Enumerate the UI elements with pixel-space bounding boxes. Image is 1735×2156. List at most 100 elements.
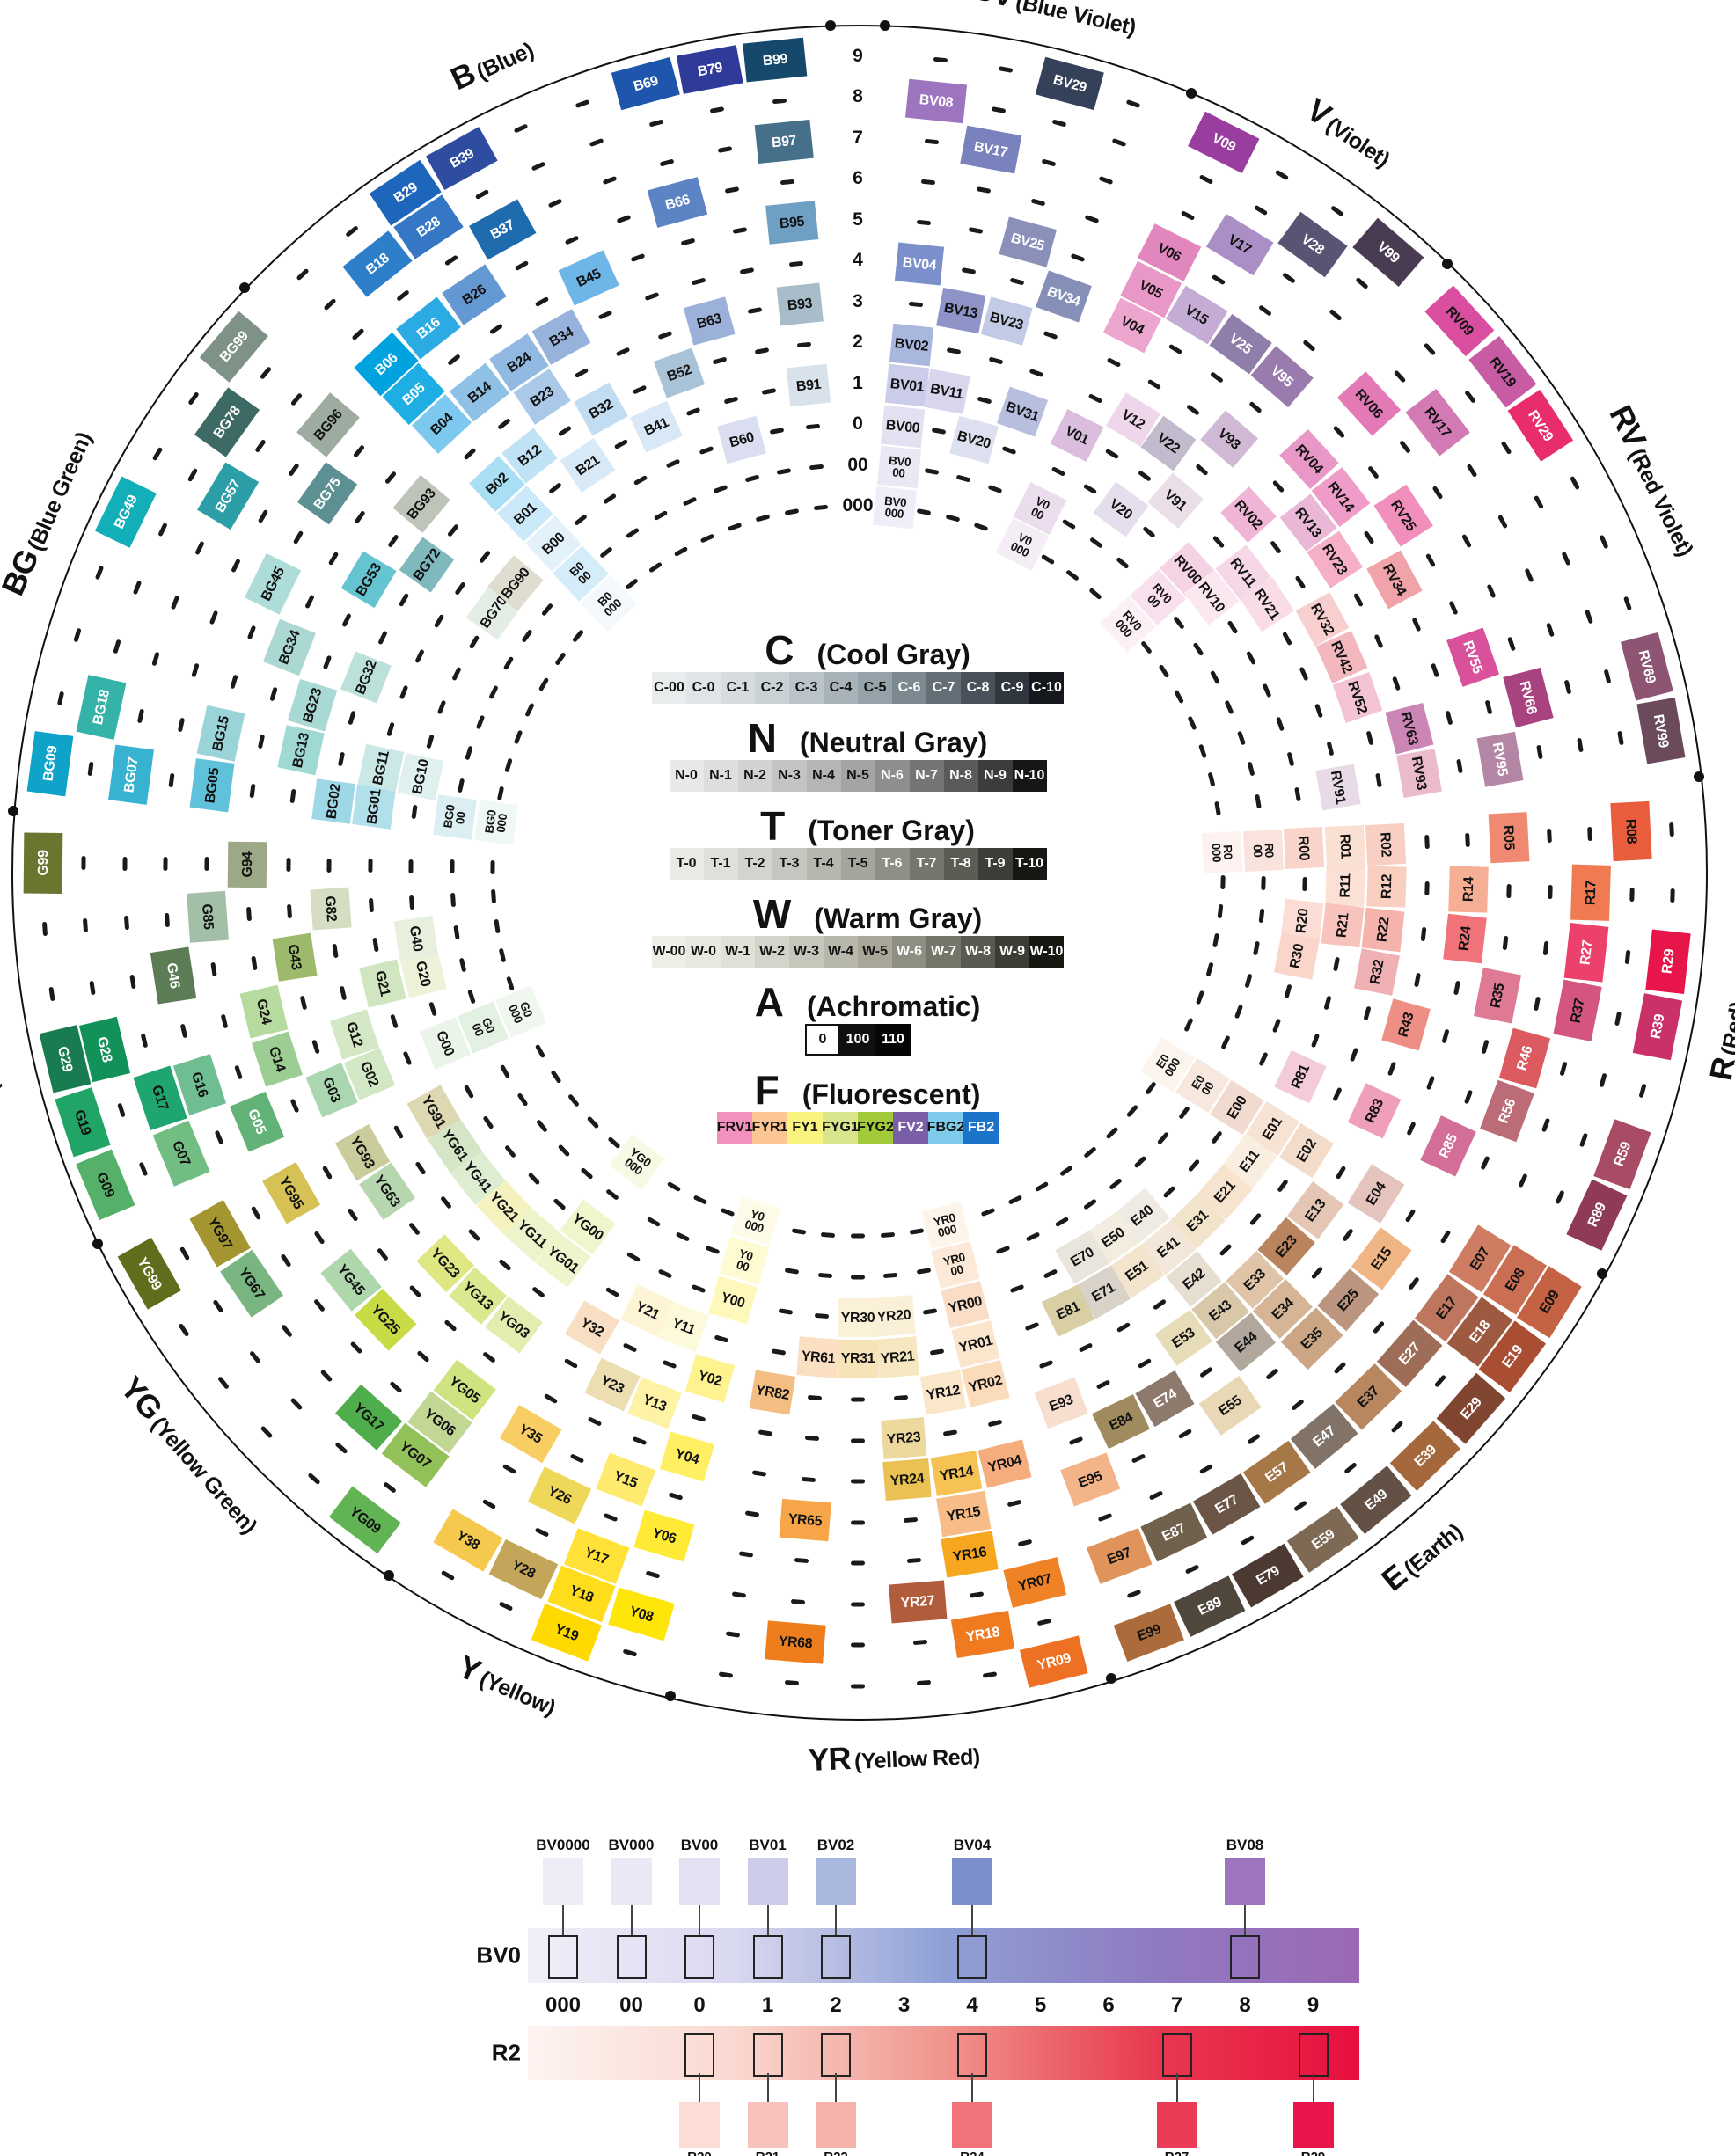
bar-marker xyxy=(821,1935,851,1979)
bar-marker xyxy=(684,2033,714,2077)
legend-swatch-w-6: W-6 xyxy=(892,936,926,968)
color-chip: YR30 xyxy=(838,1298,878,1337)
legend-swatch-t-4: T-4 xyxy=(806,848,841,880)
gradient-bar-bv0 xyxy=(528,1928,1359,1983)
scale-number: 0 xyxy=(693,1993,706,2017)
bar-marker xyxy=(957,2033,987,2077)
family-boundary-dot xyxy=(1105,1672,1116,1684)
family-boundary-dot xyxy=(665,1691,677,1702)
marker-swatch-bv000 xyxy=(611,1858,652,1905)
scale-number: 7 xyxy=(1170,1993,1183,2017)
legend-swatch-c-9: C-9 xyxy=(995,672,1029,704)
family-boundary-dot xyxy=(92,1238,104,1249)
swatch-code-label: BV0000 xyxy=(536,1837,590,1853)
ring-value-label: 5 xyxy=(853,208,863,230)
legend-swatch-c-7: C-7 xyxy=(926,672,961,704)
ring-value-label: 7 xyxy=(853,127,863,148)
legend-title-w: W (Warm Gray) xyxy=(0,890,1735,938)
legend-swatch-100: 100 xyxy=(840,1024,875,1056)
legend-swatch-c-1: C-1 xyxy=(721,672,755,704)
legend-swatch-t-1: T-1 xyxy=(703,848,738,880)
bar-marker xyxy=(821,2033,851,2077)
bar-marker xyxy=(684,1935,714,1979)
gray-and-special-legend: C (Cool Gray) C-00 C-0 C-1 C-2 C-3 C-4 C-5 C-6 C-7… xyxy=(0,627,1735,1144)
legend-swatch-w-0: W-0 xyxy=(686,936,721,968)
ring-value-label: 8 xyxy=(853,86,863,106)
legend-swatch-c-10: C-10 xyxy=(1029,672,1064,704)
marker-swatch-r24 xyxy=(952,2102,992,2148)
empty-slot-dash xyxy=(851,1642,865,1648)
ring-value-label: 6 xyxy=(853,168,863,188)
ring-value-label: 0 xyxy=(853,413,863,434)
marker-swatch-bv01 xyxy=(747,1858,788,1905)
legend-swatch-n-9: N-9 xyxy=(977,760,1013,792)
swatch-code-label: BV08 xyxy=(1226,1837,1264,1853)
legend-swatch-n-3: N-3 xyxy=(772,760,807,792)
swatch-code-label: BV01 xyxy=(749,1837,787,1853)
bar-marker xyxy=(1161,2033,1192,2077)
family-boundary-dot xyxy=(238,282,250,294)
empty-slot-dash xyxy=(851,1479,865,1484)
connector-line xyxy=(971,1905,973,1935)
swatch-code-label: R27 xyxy=(1165,2150,1190,2156)
legend-swatch-110: 110 xyxy=(875,1024,911,1056)
legend-swatch-frv1: FRV1 xyxy=(717,1112,752,1144)
legend-swatch-w-8: W-8 xyxy=(961,936,995,968)
legend-swatch-c-2: C-2 xyxy=(755,672,789,704)
family-boundary-dot xyxy=(824,19,836,31)
empty-slot-dash xyxy=(851,1520,865,1524)
family-boundary-dot xyxy=(1441,258,1453,269)
empty-slot-dash xyxy=(851,1438,865,1443)
legend-swatch-c-6: C-6 xyxy=(892,672,926,704)
legend-swatch-w-5: W-5 xyxy=(858,936,892,968)
legend-swatch-c-5: C-5 xyxy=(858,672,892,704)
scale-number: 8 xyxy=(1239,1993,1251,2017)
swatch-code-label: R29 xyxy=(1301,2150,1326,2156)
family-boundary-dot xyxy=(1186,87,1197,99)
swatch-code-label: R24 xyxy=(960,2150,985,2156)
legend-title-t: T (Toner Gray) xyxy=(0,802,1735,850)
legend-swatch-fyg2: FYG2 xyxy=(857,1112,894,1144)
legend-swatch-c-0: C-0 xyxy=(686,672,721,704)
legend-letter: T xyxy=(760,803,786,849)
legend-swatch-n-10: N-10 xyxy=(1012,760,1047,792)
connector-line xyxy=(1244,1905,1246,1935)
legend-swatch-w-10: W-10 xyxy=(1029,936,1064,968)
bar-marker xyxy=(957,1935,987,1979)
legend-name: (Neutral Gray) xyxy=(799,727,988,758)
ring-value-label: 3 xyxy=(853,290,863,311)
legend-swatch-t-10: T-10 xyxy=(1012,848,1047,880)
connector-line xyxy=(835,2073,837,2102)
swatch-code-label: BV04 xyxy=(953,1837,992,1853)
scale-number: 000 xyxy=(545,1993,582,2017)
legend-swatch-fv2: FV2 xyxy=(893,1112,928,1144)
family-boundary-dot xyxy=(8,805,19,816)
legend-swatch-t-8: T-8 xyxy=(943,848,978,880)
empty-slot-dash xyxy=(851,1684,865,1688)
ring-value-label: 000 xyxy=(842,495,874,515)
connector-line xyxy=(630,1905,633,1935)
bar-marker xyxy=(752,2033,783,2077)
scale-number: 4 xyxy=(966,1993,978,2017)
legend-swatch-c-4: C-4 xyxy=(824,672,858,704)
legend-swatch-w-4: W-4 xyxy=(824,936,858,968)
ring-value-label: 1 xyxy=(853,372,863,393)
legend-swatch-w-2: W-2 xyxy=(755,936,789,968)
legend-swatch-w-1: W-1 xyxy=(721,936,755,968)
marker-swatch-r27 xyxy=(1156,2102,1197,2148)
legend-swatch-t-5: T-5 xyxy=(840,848,875,880)
connector-line xyxy=(562,1905,564,1935)
legend-swatch-n-8: N-8 xyxy=(943,760,978,792)
legend-swatch-w-00: W-00 xyxy=(652,936,686,968)
scale-number: 2 xyxy=(830,1993,842,2017)
ring-value-label: 4 xyxy=(853,250,863,270)
legend-swatch-c-8: C-8 xyxy=(961,672,995,704)
legend-letter: F xyxy=(754,1067,780,1113)
legend-swatch-fy1: FY1 xyxy=(787,1112,823,1144)
legend-letter: A xyxy=(754,979,784,1025)
bar-marker xyxy=(548,1935,578,1979)
ring-value-label: 00 xyxy=(847,454,868,475)
legend-swatch-t-6: T-6 xyxy=(875,848,910,880)
legend-swatch-fbg2: FBG2 xyxy=(927,1112,964,1144)
